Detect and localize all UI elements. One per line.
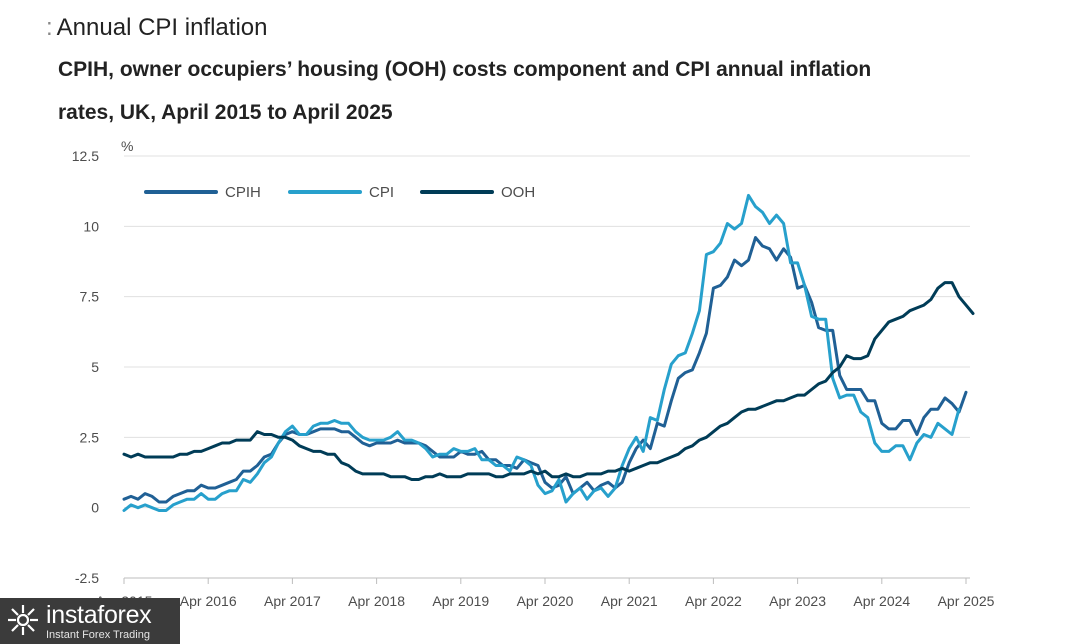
y-tick-label: -2.5 [75, 570, 99, 586]
y-tick-label: 12.5 [72, 148, 99, 164]
legend-label-cpi: CPI [369, 184, 394, 201]
grid-layer [124, 155, 970, 579]
series-line-cpi [122, 193, 961, 512]
y-tick-label: 2.5 [80, 429, 100, 445]
x-tick-label: Apr 2024 [853, 593, 910, 609]
x-tick-label: Apr 2017 [264, 593, 321, 609]
x-tick-label: Apr 2023 [769, 593, 826, 609]
series-line-cpih [122, 236, 968, 504]
legend-label-cpih: CPIH [225, 184, 261, 201]
x-tick-label: Apr 2021 [601, 593, 658, 609]
watermark-name: instaforex [46, 601, 152, 629]
watermark-tagline: Instant Forex Trading [46, 629, 150, 641]
y-tick-label: 0 [91, 500, 99, 516]
y-tick-label: 5 [91, 359, 99, 375]
x-tick-label: Apr 2020 [517, 593, 574, 609]
y-tick-label: 7.5 [80, 289, 100, 305]
x-tick-label: Apr 2019 [432, 593, 489, 609]
page-title-text: Annual CPI inflation [56, 14, 268, 41]
title-mark: : [46, 14, 53, 41]
page-title: : Annual CPI inflation [46, 14, 267, 42]
y-axis-unit-label: % [121, 138, 133, 154]
legend: CPIH CPI OOH [144, 184, 535, 201]
x-tick-label: Apr 2022 [685, 593, 742, 609]
chart-subtitle: CPIH, owner occupiers’ housing (OOH) cos… [58, 58, 872, 124]
y-tick-label: 10 [83, 218, 99, 234]
x-tick-label: Apr 2018 [348, 593, 405, 609]
instaforex-logo-icon [8, 605, 38, 635]
watermark-logo: instaforex Instant Forex Trading [0, 598, 180, 644]
series-line-ooh [122, 281, 975, 481]
x-tick-label: Apr 2025 [938, 593, 995, 609]
legend-label-ooh: OOH [501, 184, 535, 201]
x-tick-label: Apr 2016 [180, 593, 237, 609]
series-layer [122, 193, 975, 512]
